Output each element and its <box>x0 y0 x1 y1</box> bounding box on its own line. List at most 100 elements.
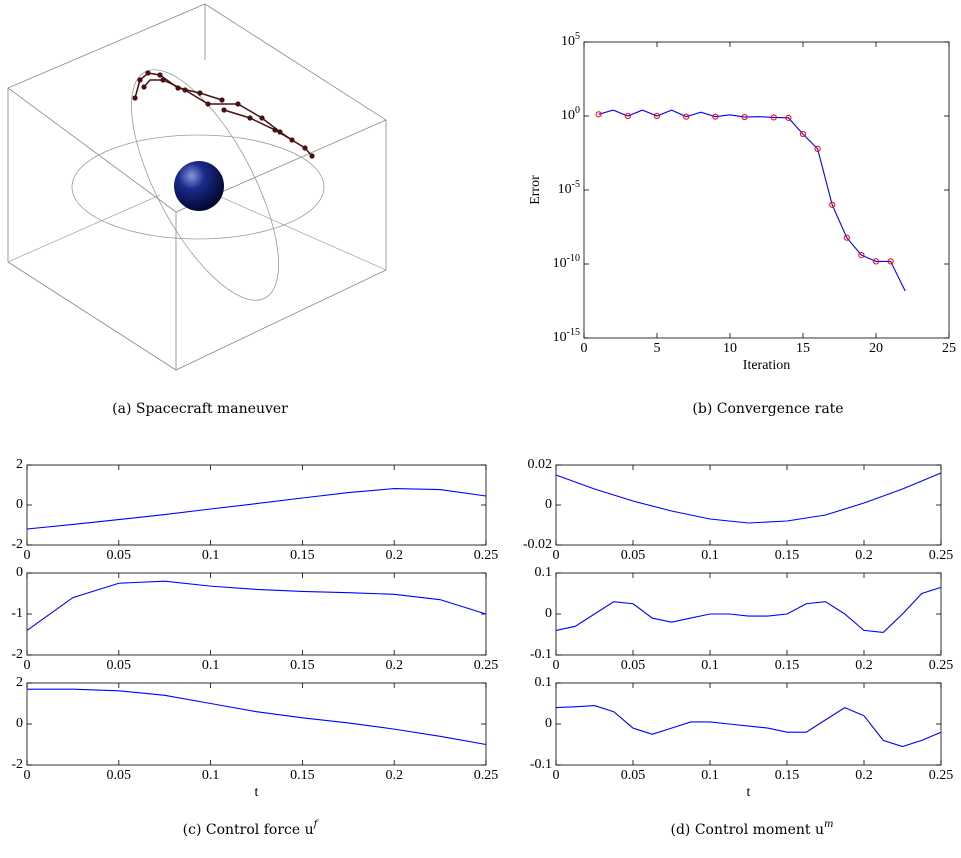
data-marker <box>872 258 880 265</box>
x-tick-label: 0.2 <box>855 548 873 563</box>
y-tick-label: 0 <box>16 716 23 731</box>
y-tick-label: -2 <box>11 757 23 772</box>
axes: 0 0.05 0.1 0.15 0.2 0.25-202 <box>11 457 498 563</box>
plot-frame <box>26 572 487 656</box>
y-tick-label: 0.1 <box>535 675 553 690</box>
data-line <box>26 580 487 631</box>
x-tick-label: 0.15 <box>775 768 800 783</box>
caption: (c) Control force uf <box>183 819 320 838</box>
x-tick-label: 0.25 <box>474 548 499 563</box>
y-tick-label: -0.1 <box>530 647 552 662</box>
x-tick-label: 0.05 <box>621 768 646 783</box>
y-tick-label: 0 <box>545 497 552 512</box>
data-line <box>555 704 942 748</box>
x-tick-label: 0.25 <box>929 658 954 673</box>
x-tick-label: 5 <box>654 341 661 356</box>
x-tick-label: 0.15 <box>775 548 800 563</box>
x-tick-label: 20 <box>869 341 883 356</box>
data-marker <box>712 113 719 120</box>
data-marker <box>829 201 836 208</box>
data-marker <box>799 130 807 138</box>
data-line <box>27 688 487 746</box>
x-tick-label: 0.15 <box>775 658 800 673</box>
y-tick-label: -0.02 <box>523 537 552 552</box>
x-tick-label: 0.1 <box>701 768 719 783</box>
data-marker <box>624 112 631 120</box>
data-line <box>598 109 906 292</box>
caption: (d) Control moment um <box>670 819 833 838</box>
data-marker <box>741 113 748 121</box>
y-tick-label: 10-10 <box>553 253 580 271</box>
y-tick-label: 0.1 <box>535 565 553 580</box>
data-line <box>26 488 487 530</box>
x-tick-label: 0.1 <box>202 768 220 783</box>
data-marker <box>770 114 777 121</box>
data-marker <box>814 145 821 152</box>
x-tick-label: 0.1 <box>701 548 719 563</box>
x-tick-label: 0 <box>553 768 560 783</box>
x-tick-label: 0.15 <box>290 768 315 783</box>
x-tick-label: 0.25 <box>474 658 499 673</box>
x-tick-label: 0.2 <box>385 768 403 783</box>
y-tick-label: 105 <box>561 31 580 49</box>
x-tick-label: 15 <box>796 341 810 356</box>
plot-frame <box>555 572 942 656</box>
x-axis-label: Iteration <box>743 358 790 373</box>
y-tick-label: 100 <box>561 105 580 123</box>
x-tick-label: 0.15 <box>290 658 315 673</box>
x-tick-label: 0.05 <box>107 658 132 673</box>
data-marker <box>858 251 865 259</box>
x-tick-label: 0 <box>24 768 31 783</box>
axes: 0 0.05 0.1 0.15 0.2 0.25-0.100.1 <box>530 565 953 673</box>
x-tick-label: 0.1 <box>202 548 220 563</box>
data-line <box>555 586 942 634</box>
x-tick-label: 0.2 <box>385 658 403 673</box>
plot-frame <box>555 464 942 546</box>
y-tick-label: 2 <box>16 457 23 472</box>
plot-frame <box>26 682 487 766</box>
y-tick-label: 0 <box>16 565 23 580</box>
axes: 0 5 10 15 20 25 10-15 10-10 10-5 100 105 Iteration E… <box>528 31 956 373</box>
y-tick-label: 2 <box>16 675 23 690</box>
data-marker <box>683 113 690 120</box>
y-tick-label: 0 <box>545 716 552 731</box>
x-tick-label: 0.1 <box>701 658 719 673</box>
data-marker <box>595 111 602 118</box>
data-marker <box>843 234 850 241</box>
data-marker <box>887 258 894 265</box>
y-tick-label: 10-15 <box>553 327 580 345</box>
y-tick-label: -0.1 <box>530 757 552 772</box>
y-tick-label: 10-5 <box>558 179 580 197</box>
x-tick-label: 0.1 <box>202 658 220 673</box>
x-tick-label: 0 <box>581 341 588 356</box>
x-tick-label: 0.25 <box>474 768 499 783</box>
x-tick-label: 25 <box>942 341 956 356</box>
y-tick-label: -2 <box>11 647 23 662</box>
x-tick-label: 0.25 <box>929 548 954 563</box>
axes: 0 0.05 0.1 0.15 0.2 0.25 -2 -1 0 <box>11 565 498 673</box>
x-tick-label: 0.25 <box>929 768 954 783</box>
data-marker <box>785 114 792 121</box>
x-tick-label: 0.05 <box>107 548 132 563</box>
caption: (b) Convergence rate <box>692 401 843 417</box>
plot-frame <box>583 41 950 339</box>
x-tick-label: 10 <box>723 341 737 356</box>
x-tick-label: 0.05 <box>621 548 646 563</box>
x-tick-label: 0.2 <box>385 548 403 563</box>
data-line <box>555 472 942 524</box>
x-tick-label: 0 <box>553 548 560 563</box>
x-tick-label: 0.2 <box>855 768 873 783</box>
data-marker <box>653 112 661 120</box>
y-tick-label: 0.02 <box>528 457 553 472</box>
x-tick-label: 0 <box>553 658 560 673</box>
caption: (a) Spacecraft maneuver <box>112 401 288 417</box>
axes: 0 0.05 0.1 0.15 0.2 0.25-0.100.1t <box>530 675 953 800</box>
x-tick-label: 0.05 <box>107 768 132 783</box>
spacecraft-illustration <box>7 3 387 371</box>
plot-frame <box>555 682 942 766</box>
x-tick-label: 0.15 <box>290 548 315 563</box>
y-tick-label: 0 <box>16 497 23 512</box>
